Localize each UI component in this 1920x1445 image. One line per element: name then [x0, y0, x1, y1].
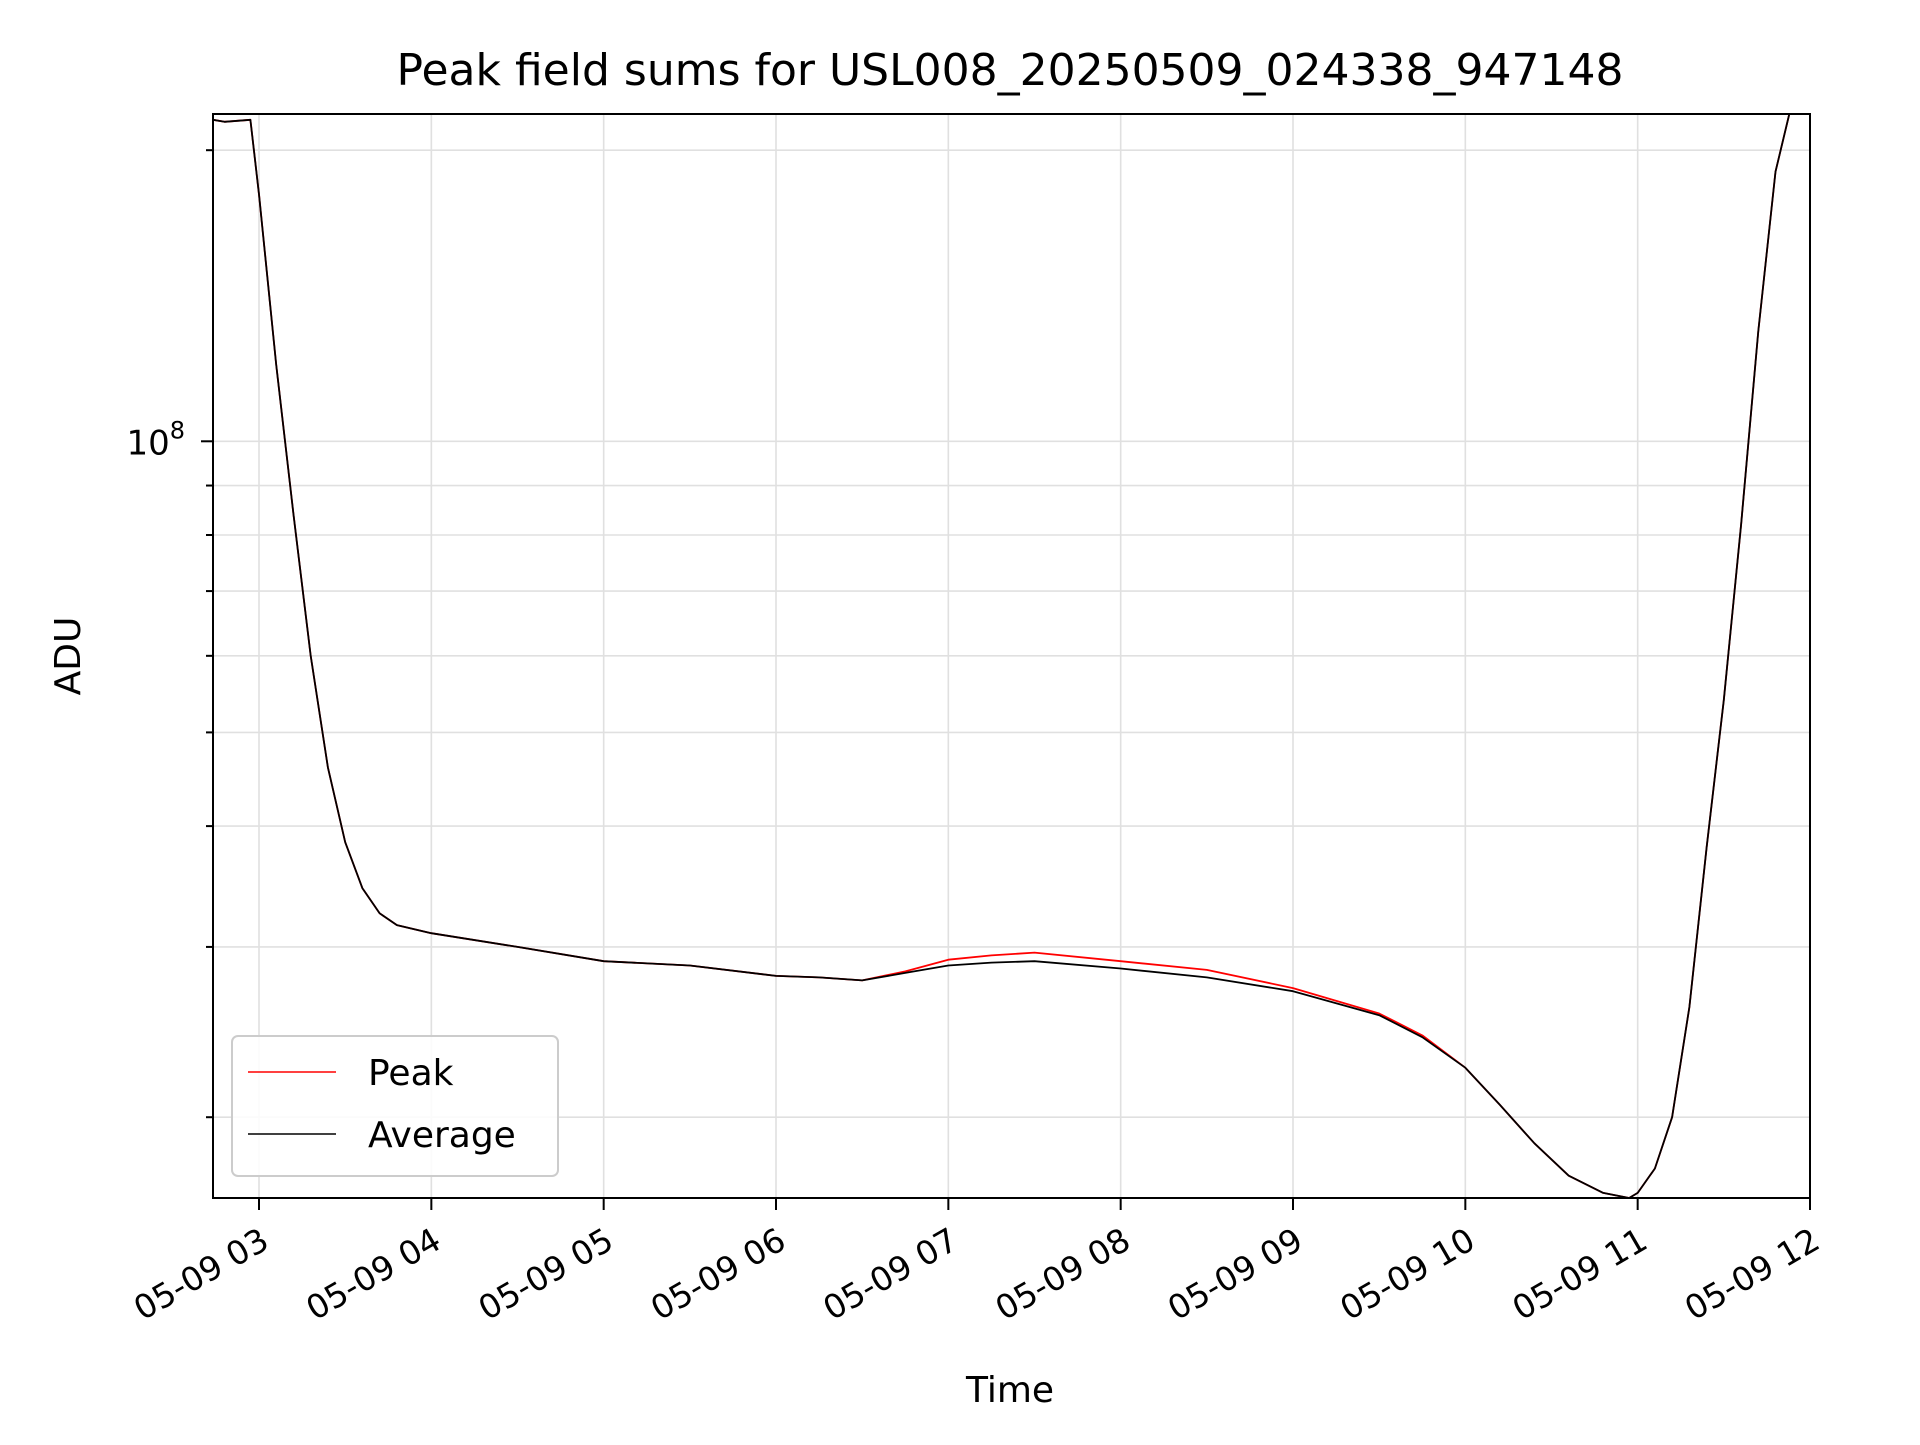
legend-peak-label: Peak — [368, 1053, 454, 1094]
legend-box — [231, 1035, 559, 1177]
series-layer — [213, 114, 1791, 1198]
legend: Peak Average — [231, 1035, 559, 1177]
series-line-average — [213, 114, 1791, 1198]
y-tick-label: 108 — [126, 416, 185, 463]
y-axis-label: ADU — [48, 617, 89, 696]
grid-layer — [213, 114, 1810, 1198]
x-axis-label: Time — [965, 1370, 1054, 1411]
legend-average-label: Average — [368, 1115, 516, 1156]
chart-title: Peak field sums for USL008_20250509_0243… — [397, 45, 1624, 96]
